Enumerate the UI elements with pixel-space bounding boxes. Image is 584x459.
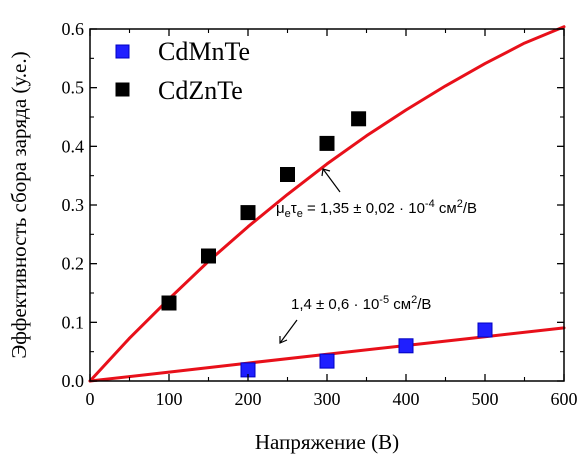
x-tick-label: 400 — [393, 389, 420, 409]
y-tick-label: 0.5 — [62, 78, 85, 98]
y-tick-label: 0.0 — [62, 371, 85, 391]
y-tick-label: 0.4 — [62, 136, 85, 156]
data-point-cdznte — [240, 205, 256, 221]
data-point-cdmnte — [398, 338, 414, 354]
data-point-cdznte — [319, 135, 335, 151]
y-tick-label: 0.2 — [62, 254, 85, 274]
x-tick-label: 500 — [472, 389, 499, 409]
x-tick-label: 600 — [551, 389, 578, 409]
y-tick-label: 0.3 — [62, 195, 85, 215]
data-point-cdmnte — [319, 353, 335, 369]
annotation-arrowhead-cdmnte — [279, 336, 288, 344]
data-point-cdmnte — [477, 322, 493, 338]
tick-labels: 0 100 200 300 400 500 600 0.0 0.1 0.2 0.3 0.4 0.5 0.6 — [62, 19, 578, 409]
annotation-cdznte-text: μeτe = 1,35 ± 0,02 · 10-4 см2/В — [276, 198, 477, 220]
annotation-cdmnte-text: 1,4 ± 0,6 · 10-5 см2/В — [291, 294, 431, 313]
data-point-cdznte — [161, 295, 177, 311]
legend-marker-cdmnte — [115, 44, 130, 59]
x-tick-label: 300 — [314, 389, 341, 409]
data-point-cdznte — [280, 167, 295, 182]
legend-label-cdmnte: CdMnTe — [158, 37, 250, 66]
legend-label-cdznte: CdZnTe — [158, 76, 243, 105]
x-tick-label: 0 — [86, 389, 95, 409]
annotation-arrowhead-cdznte — [321, 168, 331, 177]
x-axis-label: Напряжение (В) — [255, 430, 399, 454]
annotation-cdmnte: 1,4 ± 0,6 · 10-5 см2/В — [279, 294, 431, 344]
x-tick-label: 200 — [235, 389, 262, 409]
legend-marker-cdznte — [115, 82, 130, 97]
annotation-cdznte: μeτe = 1,35 ± 0,02 · 10-4 см2/В — [276, 168, 477, 220]
axis-ticks — [89, 28, 565, 382]
data-point-cdznte — [351, 111, 367, 127]
legend: CdMnTe CdZnTe — [115, 37, 250, 105]
y-tick-label: 0.1 — [62, 312, 85, 332]
annotation-arrow-cdmnte — [279, 319, 298, 344]
data-points — [161, 111, 493, 378]
data-point-cdznte — [201, 248, 216, 264]
y-tick-label: 0.6 — [62, 19, 85, 39]
y-axis-label: Эффективность сбора заряда (у.е.) — [7, 51, 31, 358]
x-tick-label: 100 — [156, 389, 183, 409]
annotation-arrow-cdznte — [322, 168, 341, 193]
